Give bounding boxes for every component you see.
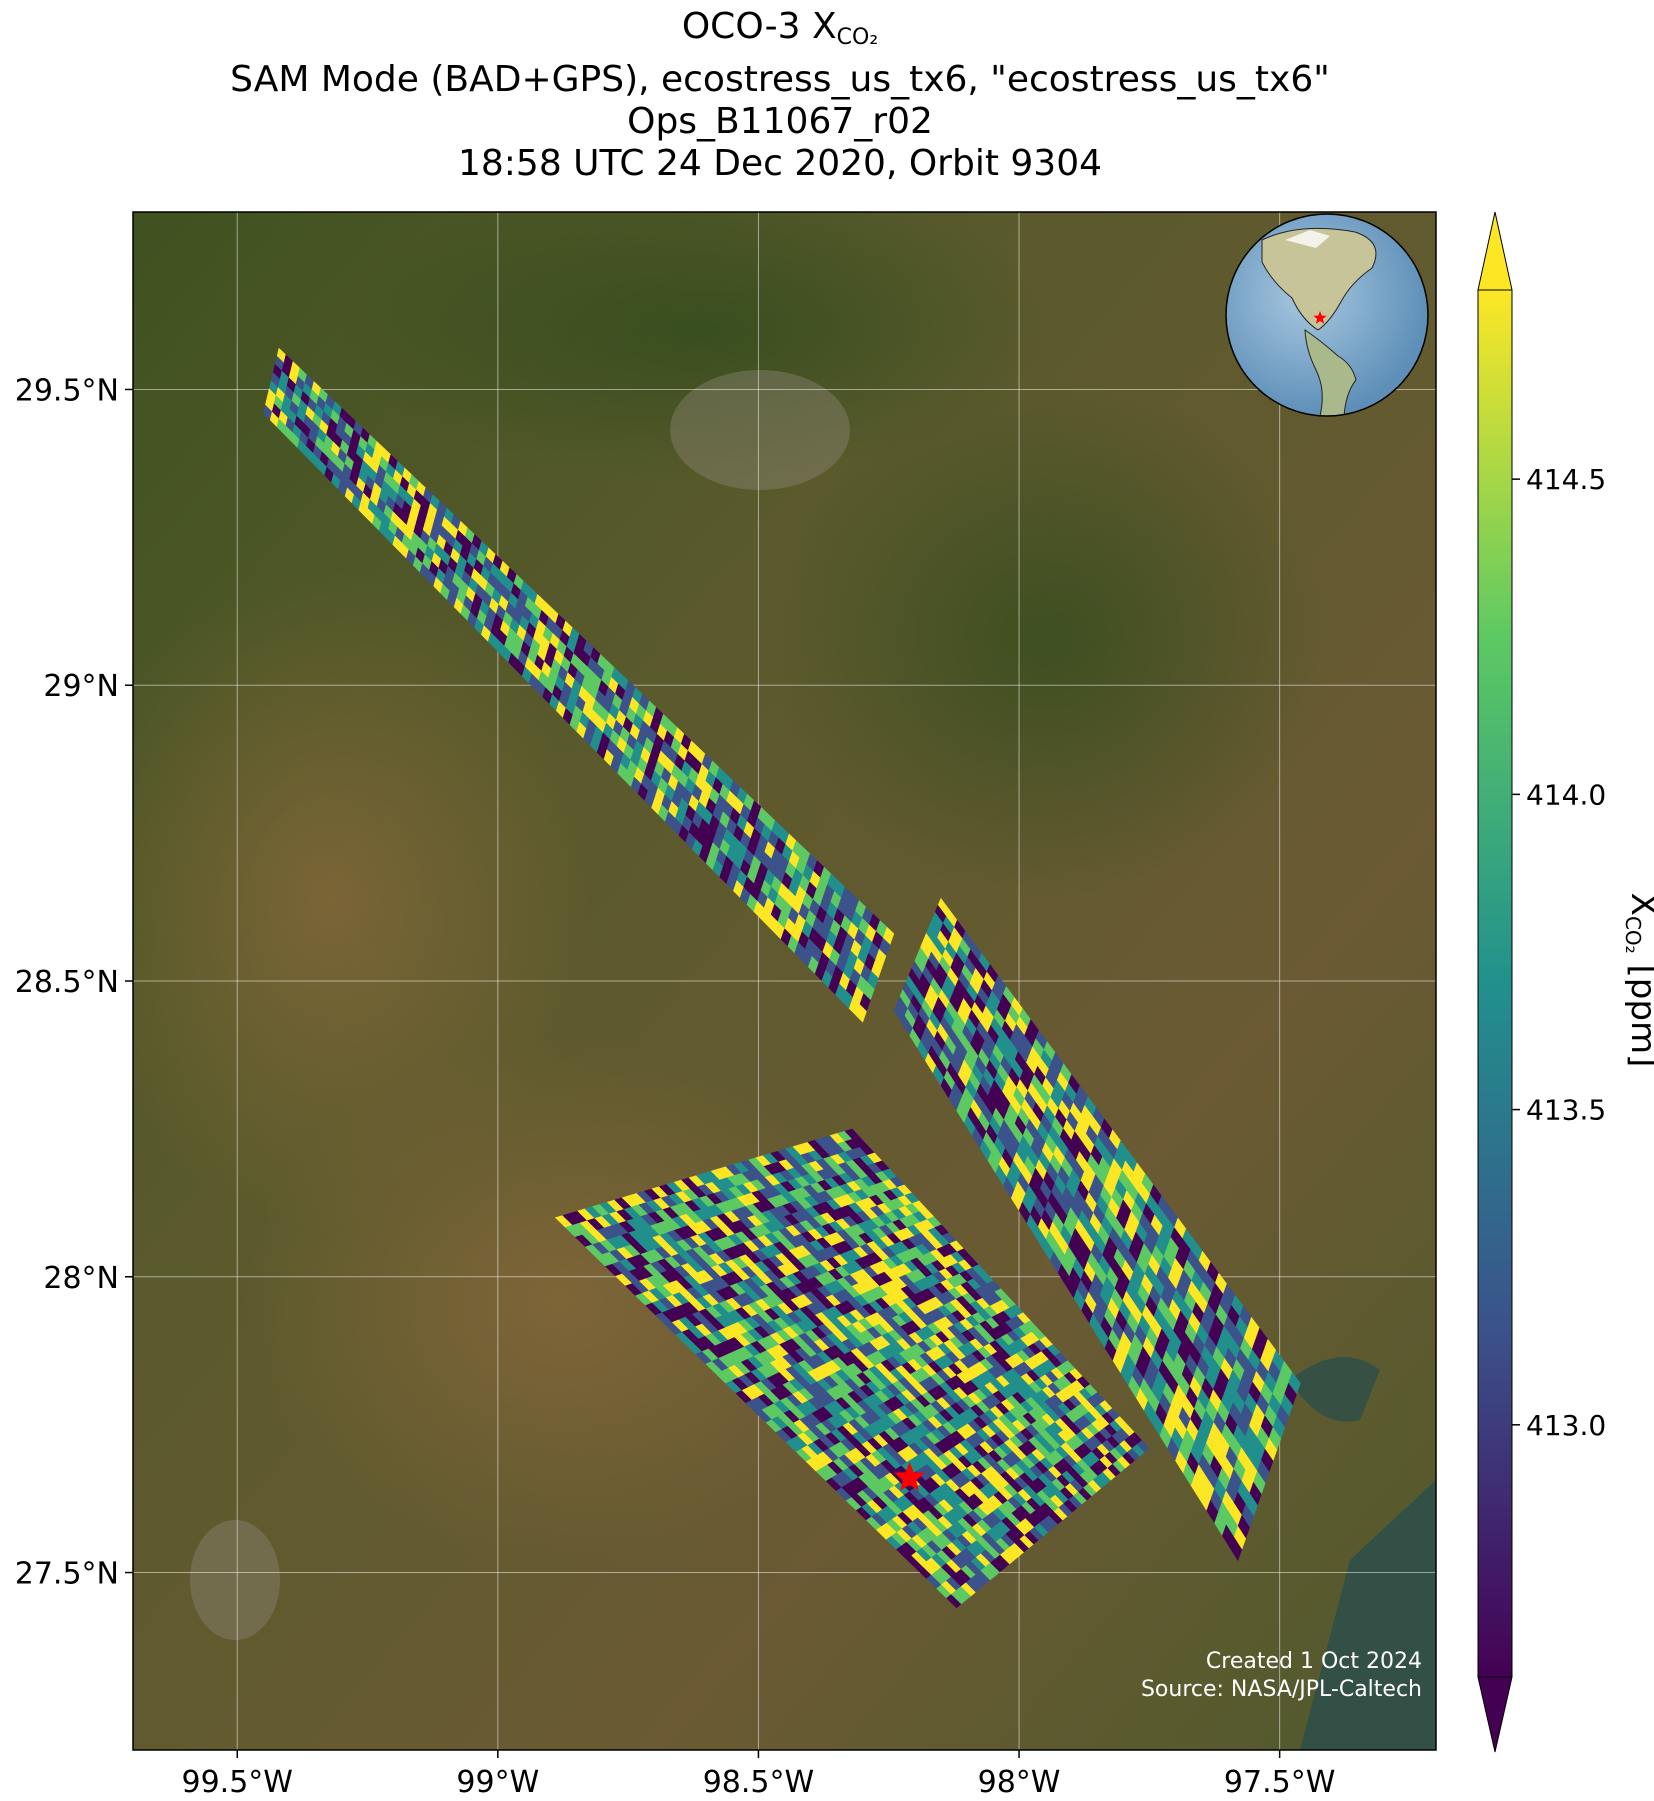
chart-title: OCO-3 XCO₂ SAM Mode (BAD+GPS), ecostress… bbox=[0, 6, 1560, 185]
sounding-cell bbox=[1136, 1440, 1150, 1453]
colorbar-tick-label: 414.5 bbox=[1526, 463, 1606, 496]
colorbar-body bbox=[1477, 289, 1513, 1678]
bay-water bbox=[1290, 1357, 1380, 1422]
swath-northwest-strip bbox=[263, 347, 895, 1023]
y-axis: 29.5°N 29°N 28.5°N 28°N 27.5°N bbox=[15, 373, 133, 1592]
x-tick-label: 98°W bbox=[978, 1765, 1061, 1800]
city-area bbox=[190, 1520, 280, 1640]
colorbar-label: XCO₂ [ppm] bbox=[1621, 893, 1654, 1068]
plot-area: Created 1 Oct 2024 Source: NASA/JPL-Calt… bbox=[133, 212, 1436, 1750]
credit-created: Created 1 Oct 2024 bbox=[1206, 1649, 1422, 1674]
title-line-2: SAM Mode (BAD+GPS), ecostress_us_tx6, "e… bbox=[230, 59, 1330, 100]
inset-globe bbox=[1225, 213, 1429, 417]
y-tick-label: 28°N bbox=[43, 1261, 119, 1296]
y-tick-label: 29.5°N bbox=[15, 373, 119, 408]
x-tick-label: 97.5°W bbox=[1224, 1765, 1335, 1800]
swath-east-block bbox=[893, 897, 1301, 1562]
credit-source: Source: NASA/JPL-Caltech bbox=[1141, 1677, 1422, 1702]
title-line-1: OCO-3 XCO₂ bbox=[681, 6, 879, 50]
colorbar-tick-label: 414.0 bbox=[1526, 778, 1606, 811]
title-line-3: Ops_B11067_r02 bbox=[627, 101, 933, 142]
gulf-water bbox=[1300, 1480, 1436, 1750]
colorbar-extend-min bbox=[1477, 1676, 1513, 1753]
y-tick-label: 27.5°N bbox=[15, 1557, 119, 1592]
colorbar-tick-label: 413.0 bbox=[1526, 1409, 1606, 1442]
xco2-soundings bbox=[263, 347, 1301, 1609]
swath-southwest-block bbox=[554, 1128, 1150, 1609]
globe-star-icon bbox=[1313, 311, 1327, 324]
target-star-icon bbox=[894, 1461, 925, 1491]
sounding-cell bbox=[1229, 1536, 1243, 1562]
x-axis: 99.5°W 99°W 98.5°W 98°W 97.5°W bbox=[182, 1750, 1335, 1800]
y-tick-label: 28.5°N bbox=[15, 965, 119, 1000]
colorbar-tick-label: 413.5 bbox=[1526, 1094, 1606, 1127]
colorbar: 413.0 413.5 414.0 414.5 bbox=[1477, 211, 1606, 1753]
city-area bbox=[670, 370, 850, 490]
colorbar-extend-max bbox=[1477, 211, 1513, 291]
sounding-cell bbox=[855, 1004, 867, 1023]
x-tick-label: 99.5°W bbox=[182, 1765, 293, 1800]
x-tick-label: 98.5°W bbox=[703, 1765, 814, 1800]
colorbar-ticks: 413.0 413.5 414.0 414.5 bbox=[1512, 463, 1606, 1442]
title-line-4: 18:58 UTC 24 Dec 2020, Orbit 9304 bbox=[457, 143, 1103, 184]
x-tick-label: 99°W bbox=[456, 1765, 539, 1800]
y-tick-label: 29°N bbox=[43, 669, 119, 704]
